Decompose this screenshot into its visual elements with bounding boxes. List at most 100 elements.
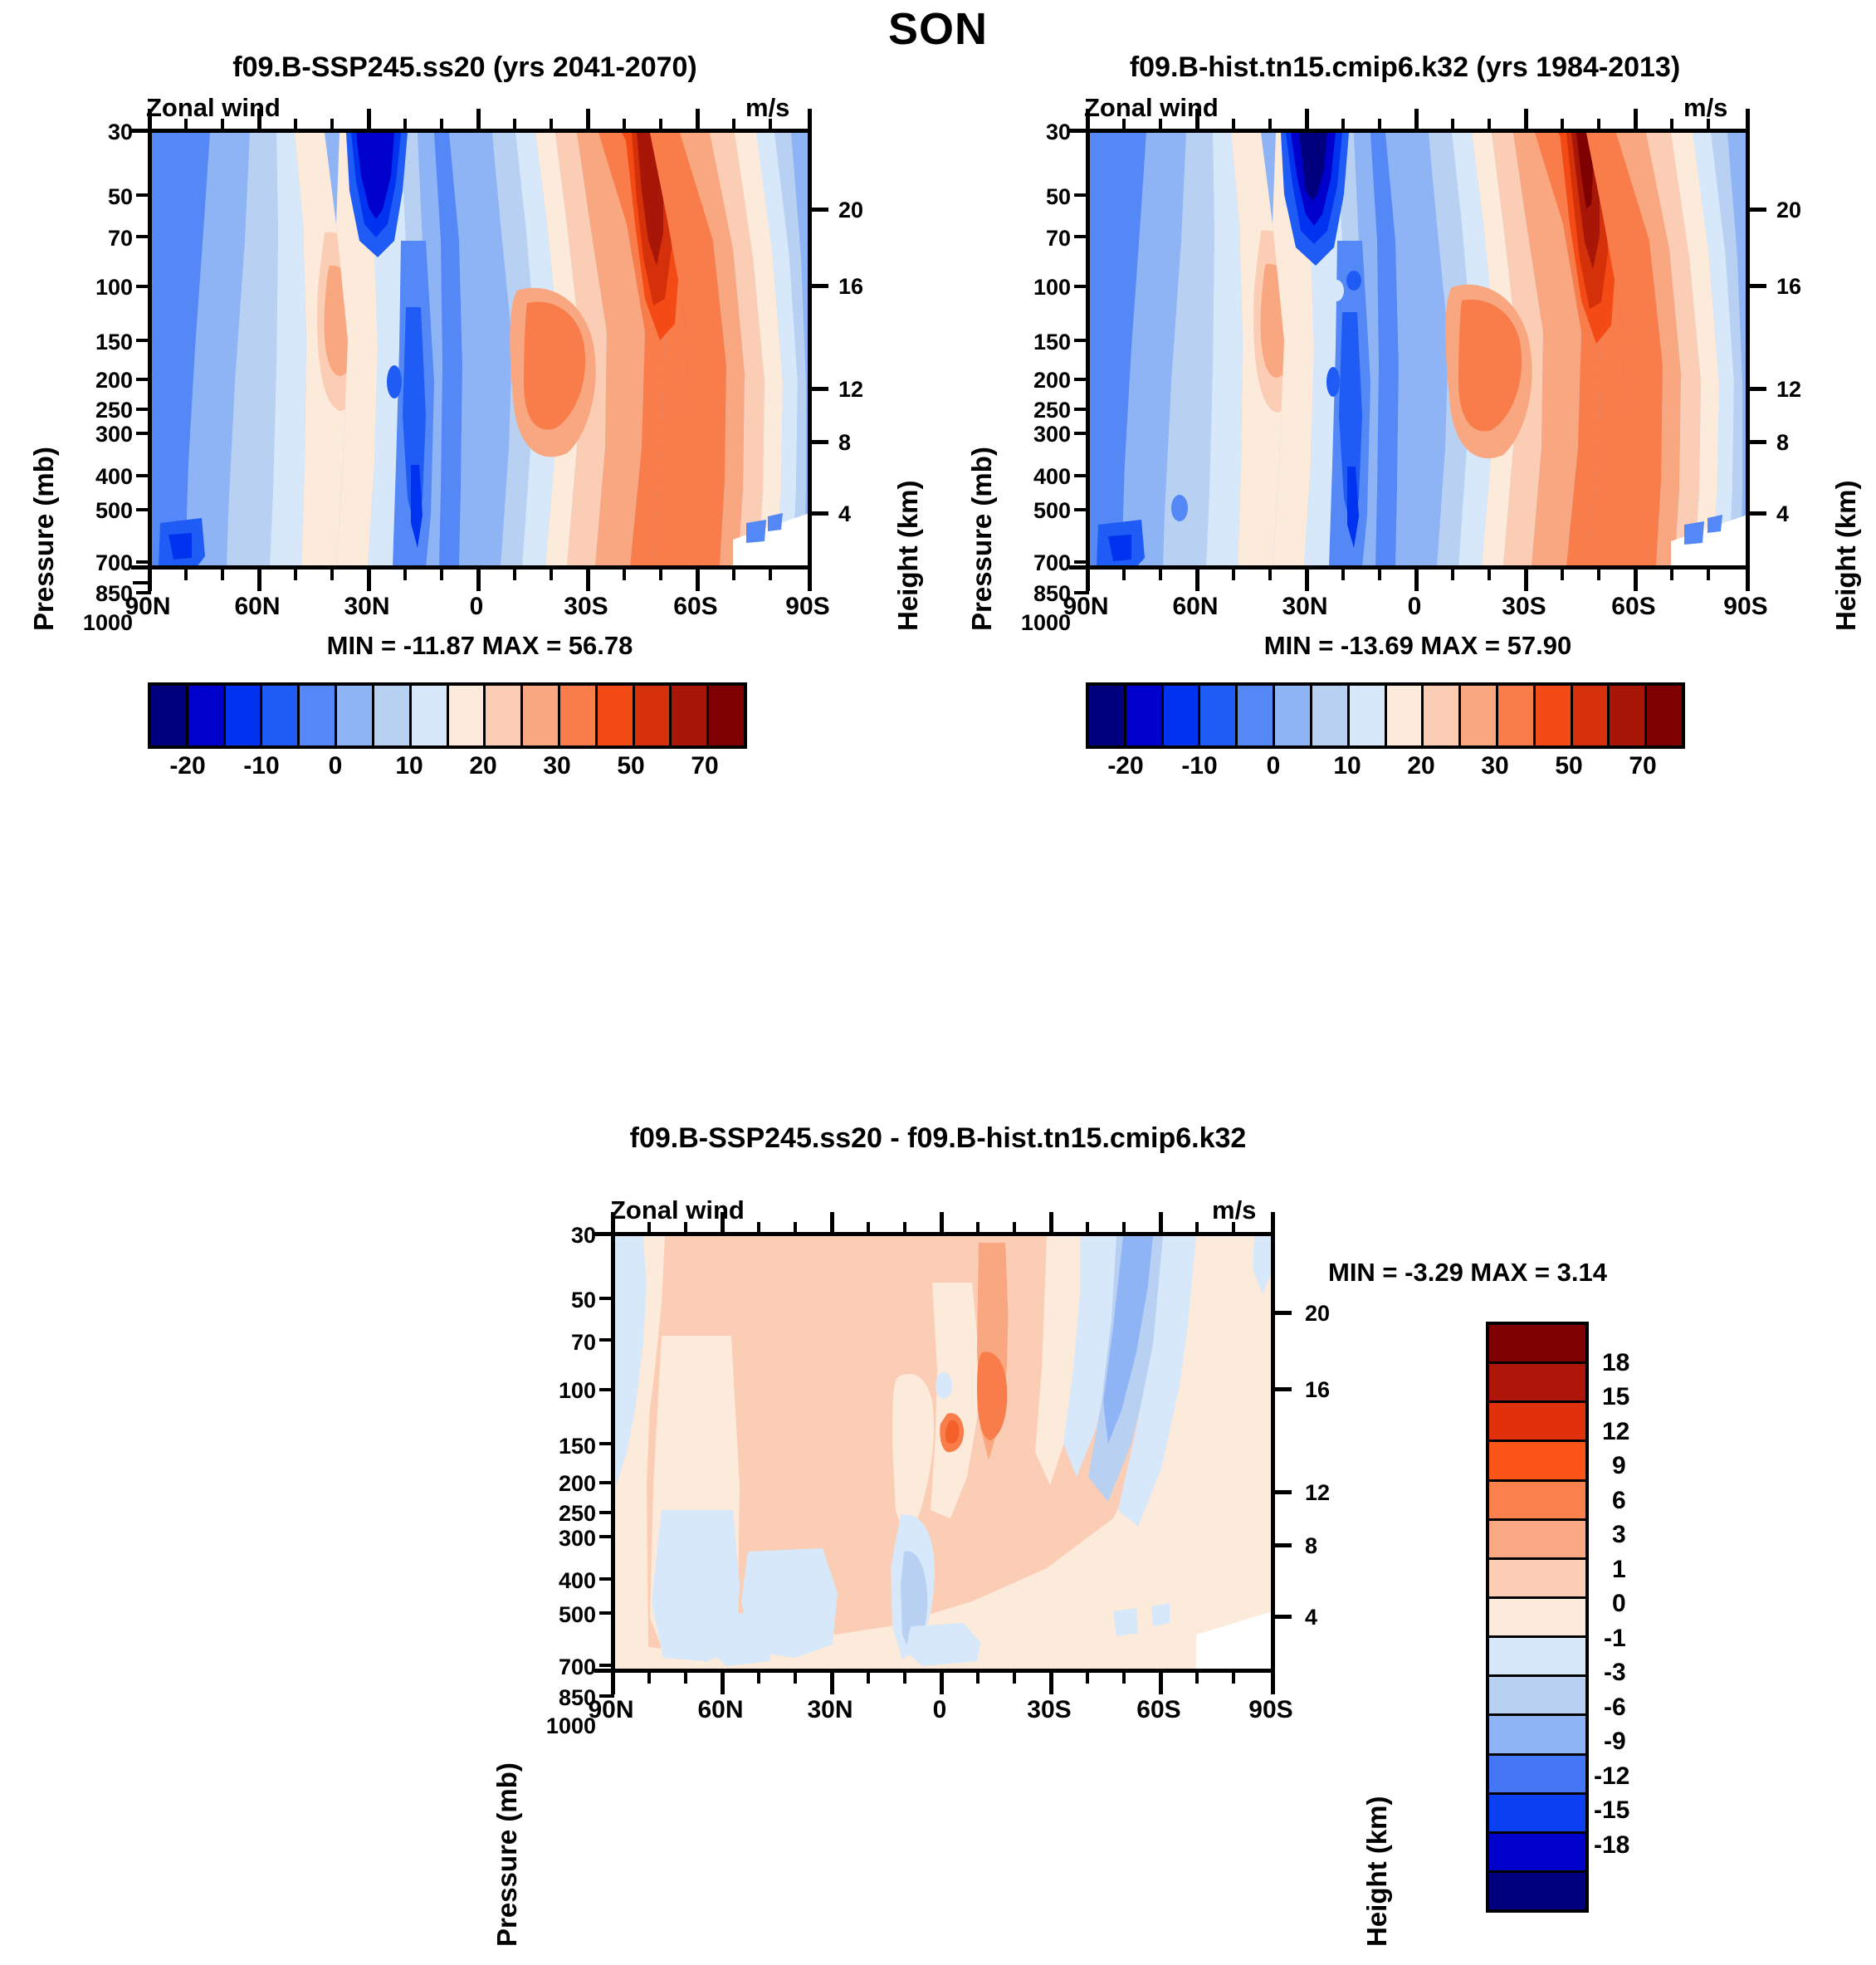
colorbar-tick-label: -20 — [169, 752, 206, 780]
y-tick-label: 200 — [558, 1471, 596, 1496]
y2-tick-label: 8 — [1305, 1533, 1318, 1558]
colorbar-tick-label: 0 — [1612, 1590, 1626, 1617]
colorbar-tick-label: -9 — [1604, 1728, 1626, 1755]
colorbar-cell — [672, 686, 710, 745]
colorbar-cell — [1489, 1598, 1585, 1639]
y-tick-label: 50 — [107, 184, 133, 209]
y2-tick-label: 20 — [1776, 198, 1802, 222]
colorbar-cell — [1489, 1794, 1585, 1834]
y2-tick-label: 20 — [838, 198, 864, 222]
x-tick-label: 60N — [1172, 593, 1219, 620]
colorbar-cell — [1461, 686, 1498, 745]
x-tick-label: 90S — [785, 593, 830, 620]
y-tick-label: 500 — [95, 498, 133, 523]
x-tick-label: 30S — [1027, 1696, 1072, 1723]
x-tick-label: 30N — [344, 593, 390, 620]
colorbar-tick-label: 10 — [395, 752, 423, 780]
colorbar-tick-label: 9 — [1612, 1452, 1626, 1479]
colorbar-tick-label: 15 — [1602, 1383, 1630, 1410]
y2-axis-ticks — [809, 129, 828, 569]
colorbar-tick-label: 70 — [1629, 752, 1657, 780]
colorbar[interactable] — [1486, 1322, 1589, 1913]
units-label: m/s — [745, 93, 790, 122]
y-tick-label: 150 — [1033, 330, 1071, 354]
y2-tick-label: 4 — [1776, 501, 1790, 526]
colorbar-cell — [262, 686, 300, 745]
y2-tick-label: 16 — [1305, 1377, 1331, 1402]
x-tick-label: 30S — [564, 593, 608, 620]
y-tick-label: 100 — [1033, 275, 1071, 300]
colorbar-tick-label: 12 — [1602, 1418, 1630, 1445]
y-tick-label: 100 — [558, 1378, 596, 1403]
y-tick-label: 30 — [570, 1223, 596, 1248]
y2-tick-label: 12 — [838, 377, 864, 402]
y-tick-label: 1000 — [545, 1713, 596, 1738]
colorbar-cell — [1349, 686, 1387, 745]
colorbar-cell — [1489, 1559, 1585, 1599]
contour-field — [152, 133, 808, 565]
colorbar-cell — [1489, 1364, 1585, 1404]
colorbar-tick-label: -1 — [1604, 1625, 1626, 1652]
colorbar-cell — [1489, 1520, 1585, 1560]
y2-axis-title-height: Height (km) — [892, 480, 923, 632]
y2-axis-title-height: Height (km) — [1361, 1796, 1392, 1948]
colorbar[interactable] — [148, 682, 747, 749]
min-max-label: MIN = -13.69 MAX = 57.90 — [1263, 631, 1572, 660]
colorbar-cell — [1424, 686, 1462, 745]
y-tick-label: 250 — [1033, 398, 1071, 423]
colorbar-tick-label: 1 — [1612, 1556, 1626, 1583]
y-tick-label: 400 — [95, 464, 133, 489]
colorbar-cell — [634, 686, 672, 745]
colorbar-cell — [597, 686, 635, 745]
y-tick-label: 700 — [558, 1655, 596, 1679]
colorbar-tick-label: 18 — [1602, 1349, 1630, 1376]
colorbar-cell — [300, 686, 338, 745]
y-tick-label: 50 — [1045, 184, 1071, 209]
contour-plot-area[interactable] — [148, 129, 812, 569]
colorbar[interactable] — [1086, 682, 1685, 749]
colorbar-cell — [1386, 686, 1424, 745]
y-axis-minor-ticks — [133, 129, 151, 584]
x-tick-label: 30N — [807, 1696, 853, 1723]
colorbar-cell — [523, 686, 560, 745]
panel-top-right: f09.B-hist.tn15.cmip6.k32 (yrs 1984-2013… — [938, 0, 1876, 1096]
x-tick-label: 60N — [234, 593, 281, 620]
x-tick-label: 0 — [469, 593, 484, 620]
x-tick-label: 90S — [1248, 1696, 1293, 1723]
colorbar-cell — [1200, 686, 1238, 745]
colorbar-tick-label: 50 — [617, 752, 645, 780]
y-axis-title-pressure: Pressure (mb) — [491, 1762, 522, 1947]
colorbar-tick-label: 0 — [1266, 752, 1281, 780]
y-tick-label: 30 — [107, 120, 133, 144]
contour-plot-area[interactable] — [1086, 129, 1750, 569]
colorbar-tick-label: 30 — [543, 752, 571, 780]
y-axis-ticks — [1069, 129, 1089, 594]
y-tick-label: 400 — [558, 1568, 596, 1593]
colorbar-cell — [1572, 686, 1610, 745]
y-tick-label: 300 — [558, 1526, 596, 1551]
colorbar-cell — [337, 686, 374, 745]
y2-tick-label: 16 — [838, 274, 864, 299]
y-tick-label: 200 — [95, 368, 133, 393]
y2-tick-label: 20 — [1305, 1301, 1331, 1326]
x-tick-label: 90N — [1063, 593, 1109, 620]
y2-tick-label: 4 — [838, 501, 852, 526]
y-tick-label: 500 — [558, 1602, 596, 1627]
x-axis-bottom-ticks — [1086, 569, 1750, 591]
contour-plot-area[interactable] — [611, 1232, 1275, 1673]
x-tick-label: 30S — [1502, 593, 1546, 620]
x-tick-label: 0 — [932, 1696, 947, 1723]
colorbar-cell — [1163, 686, 1201, 745]
colorbar-cell — [1489, 1677, 1585, 1717]
contour-field — [615, 1236, 1271, 1669]
x-axis-top-ticks — [611, 1212, 1275, 1232]
y-tick-label: 1000 — [82, 610, 133, 635]
colorbar-tick-label: 20 — [1407, 752, 1435, 780]
y2-axis-title-height: Height (km) — [1830, 480, 1861, 632]
y-tick-label: 1000 — [1020, 610, 1071, 635]
colorbar-tick-label: -10 — [243, 752, 280, 780]
y-tick-label: 70 — [107, 226, 133, 251]
panel-title: f09.B-SSP245.ss20 - f09.B-hist.tn15.cmip… — [629, 1122, 1247, 1154]
y-tick-label: 150 — [95, 330, 133, 354]
y-axis-ticks — [131, 129, 151, 594]
